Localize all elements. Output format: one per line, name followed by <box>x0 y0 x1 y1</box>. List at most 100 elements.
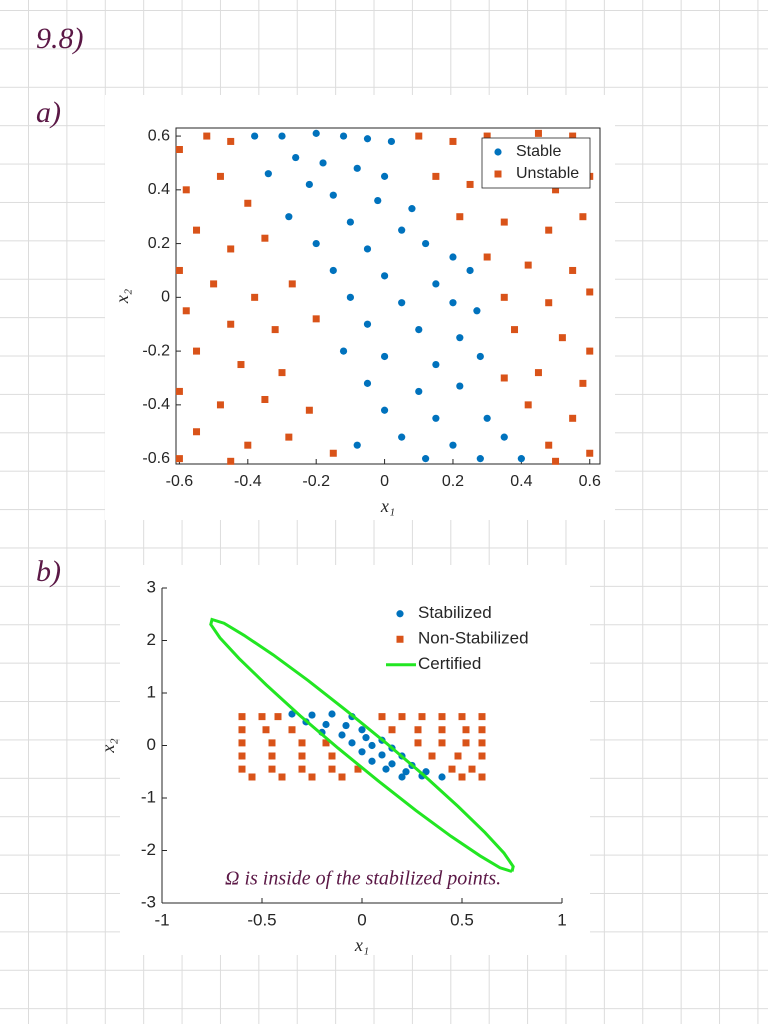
data-point <box>238 765 246 773</box>
data-point <box>398 773 406 781</box>
legend-label: Unstable <box>516 165 579 182</box>
x-tick-label: -1 <box>154 910 169 929</box>
data-point <box>338 773 346 781</box>
y-tick-label: 0.4 <box>148 181 170 198</box>
data-point <box>264 170 272 178</box>
data-point <box>278 773 286 781</box>
data-point <box>468 765 476 773</box>
data-point <box>569 414 577 422</box>
data-point <box>312 239 320 248</box>
axes-box <box>175 127 601 465</box>
data-point <box>466 180 474 188</box>
data-point <box>388 760 396 768</box>
data-point <box>227 245 235 253</box>
y-tick-label: 0.2 <box>148 235 170 252</box>
data-point <box>552 186 560 194</box>
data-point <box>586 449 594 457</box>
data-point <box>271 326 279 334</box>
data-point <box>328 752 336 760</box>
data-point <box>353 164 361 172</box>
data-point <box>524 261 532 269</box>
legend-key <box>494 148 502 156</box>
data-point <box>415 326 423 334</box>
data-point <box>545 226 553 234</box>
x-tick-label: -0.5 <box>247 910 276 929</box>
x-axis-label: x₁ <box>380 496 395 516</box>
data-point <box>534 369 542 377</box>
y-tick-label: -1 <box>141 787 156 806</box>
data-point <box>298 739 306 747</box>
data-point <box>268 765 276 773</box>
data-point <box>322 720 330 729</box>
data-point <box>380 172 389 180</box>
data-point <box>298 765 306 773</box>
data-point <box>193 226 201 234</box>
data-point <box>342 721 350 730</box>
data-point <box>545 441 553 449</box>
legend-label: Certified <box>418 654 481 673</box>
data-point <box>261 234 269 242</box>
x-tick-label: 0.2 <box>442 473 464 490</box>
data-point <box>569 266 577 274</box>
y-tick-label: 2 <box>147 630 156 649</box>
data-point <box>216 172 224 180</box>
data-point <box>362 734 370 742</box>
data-point <box>363 379 372 387</box>
data-point <box>292 153 300 162</box>
y-tick-label: -3 <box>141 892 156 911</box>
x-tick-label: 1 <box>557 910 566 929</box>
y-tick-label: -0.2 <box>142 342 170 359</box>
data-point <box>328 765 336 773</box>
data-point <box>363 135 372 143</box>
legend-key <box>396 635 404 643</box>
y-tick-label: 0.6 <box>148 127 170 144</box>
data-point <box>432 360 440 369</box>
data-point <box>348 739 356 747</box>
data-point <box>398 299 406 307</box>
data-point <box>380 352 389 361</box>
problem-number: 9.8) <box>36 22 84 55</box>
data-point <box>353 441 361 449</box>
data-point <box>298 752 306 760</box>
data-point <box>398 226 406 234</box>
data-point <box>456 213 464 221</box>
data-point <box>458 713 466 721</box>
data-point <box>238 726 246 734</box>
data-point <box>193 347 201 355</box>
data-point <box>432 414 440 422</box>
x-axis-label: x₁ <box>354 935 369 955</box>
data-point <box>500 374 508 382</box>
data-point <box>305 406 313 414</box>
data-point <box>329 266 337 275</box>
x-tick-label: 0 <box>380 473 389 490</box>
data-point <box>579 379 587 387</box>
data-point <box>456 382 464 390</box>
data-point <box>378 751 386 759</box>
data-point <box>374 196 382 205</box>
legend-label: Stable <box>516 143 561 160</box>
legend-key <box>396 610 404 618</box>
data-point <box>462 739 470 747</box>
data-point <box>415 387 423 396</box>
data-point <box>193 428 201 436</box>
data-point <box>418 713 426 721</box>
data-point <box>278 369 286 377</box>
y-tick-label: -0.6 <box>142 450 170 467</box>
data-point <box>363 320 372 328</box>
data-point <box>175 266 183 274</box>
x-tick-label: -0.6 <box>166 473 194 490</box>
data-point <box>545 299 553 307</box>
data-point <box>511 326 519 334</box>
legend-label: Stabilized <box>418 603 492 622</box>
data-point <box>500 293 508 301</box>
data-point <box>449 137 457 145</box>
data-point <box>339 347 348 355</box>
y-tick-label: -2 <box>141 840 156 859</box>
data-point <box>552 457 560 465</box>
data-point <box>398 433 406 441</box>
data-point <box>288 280 296 288</box>
data-point <box>262 726 270 734</box>
data-point <box>558 334 566 342</box>
data-point <box>329 449 337 457</box>
